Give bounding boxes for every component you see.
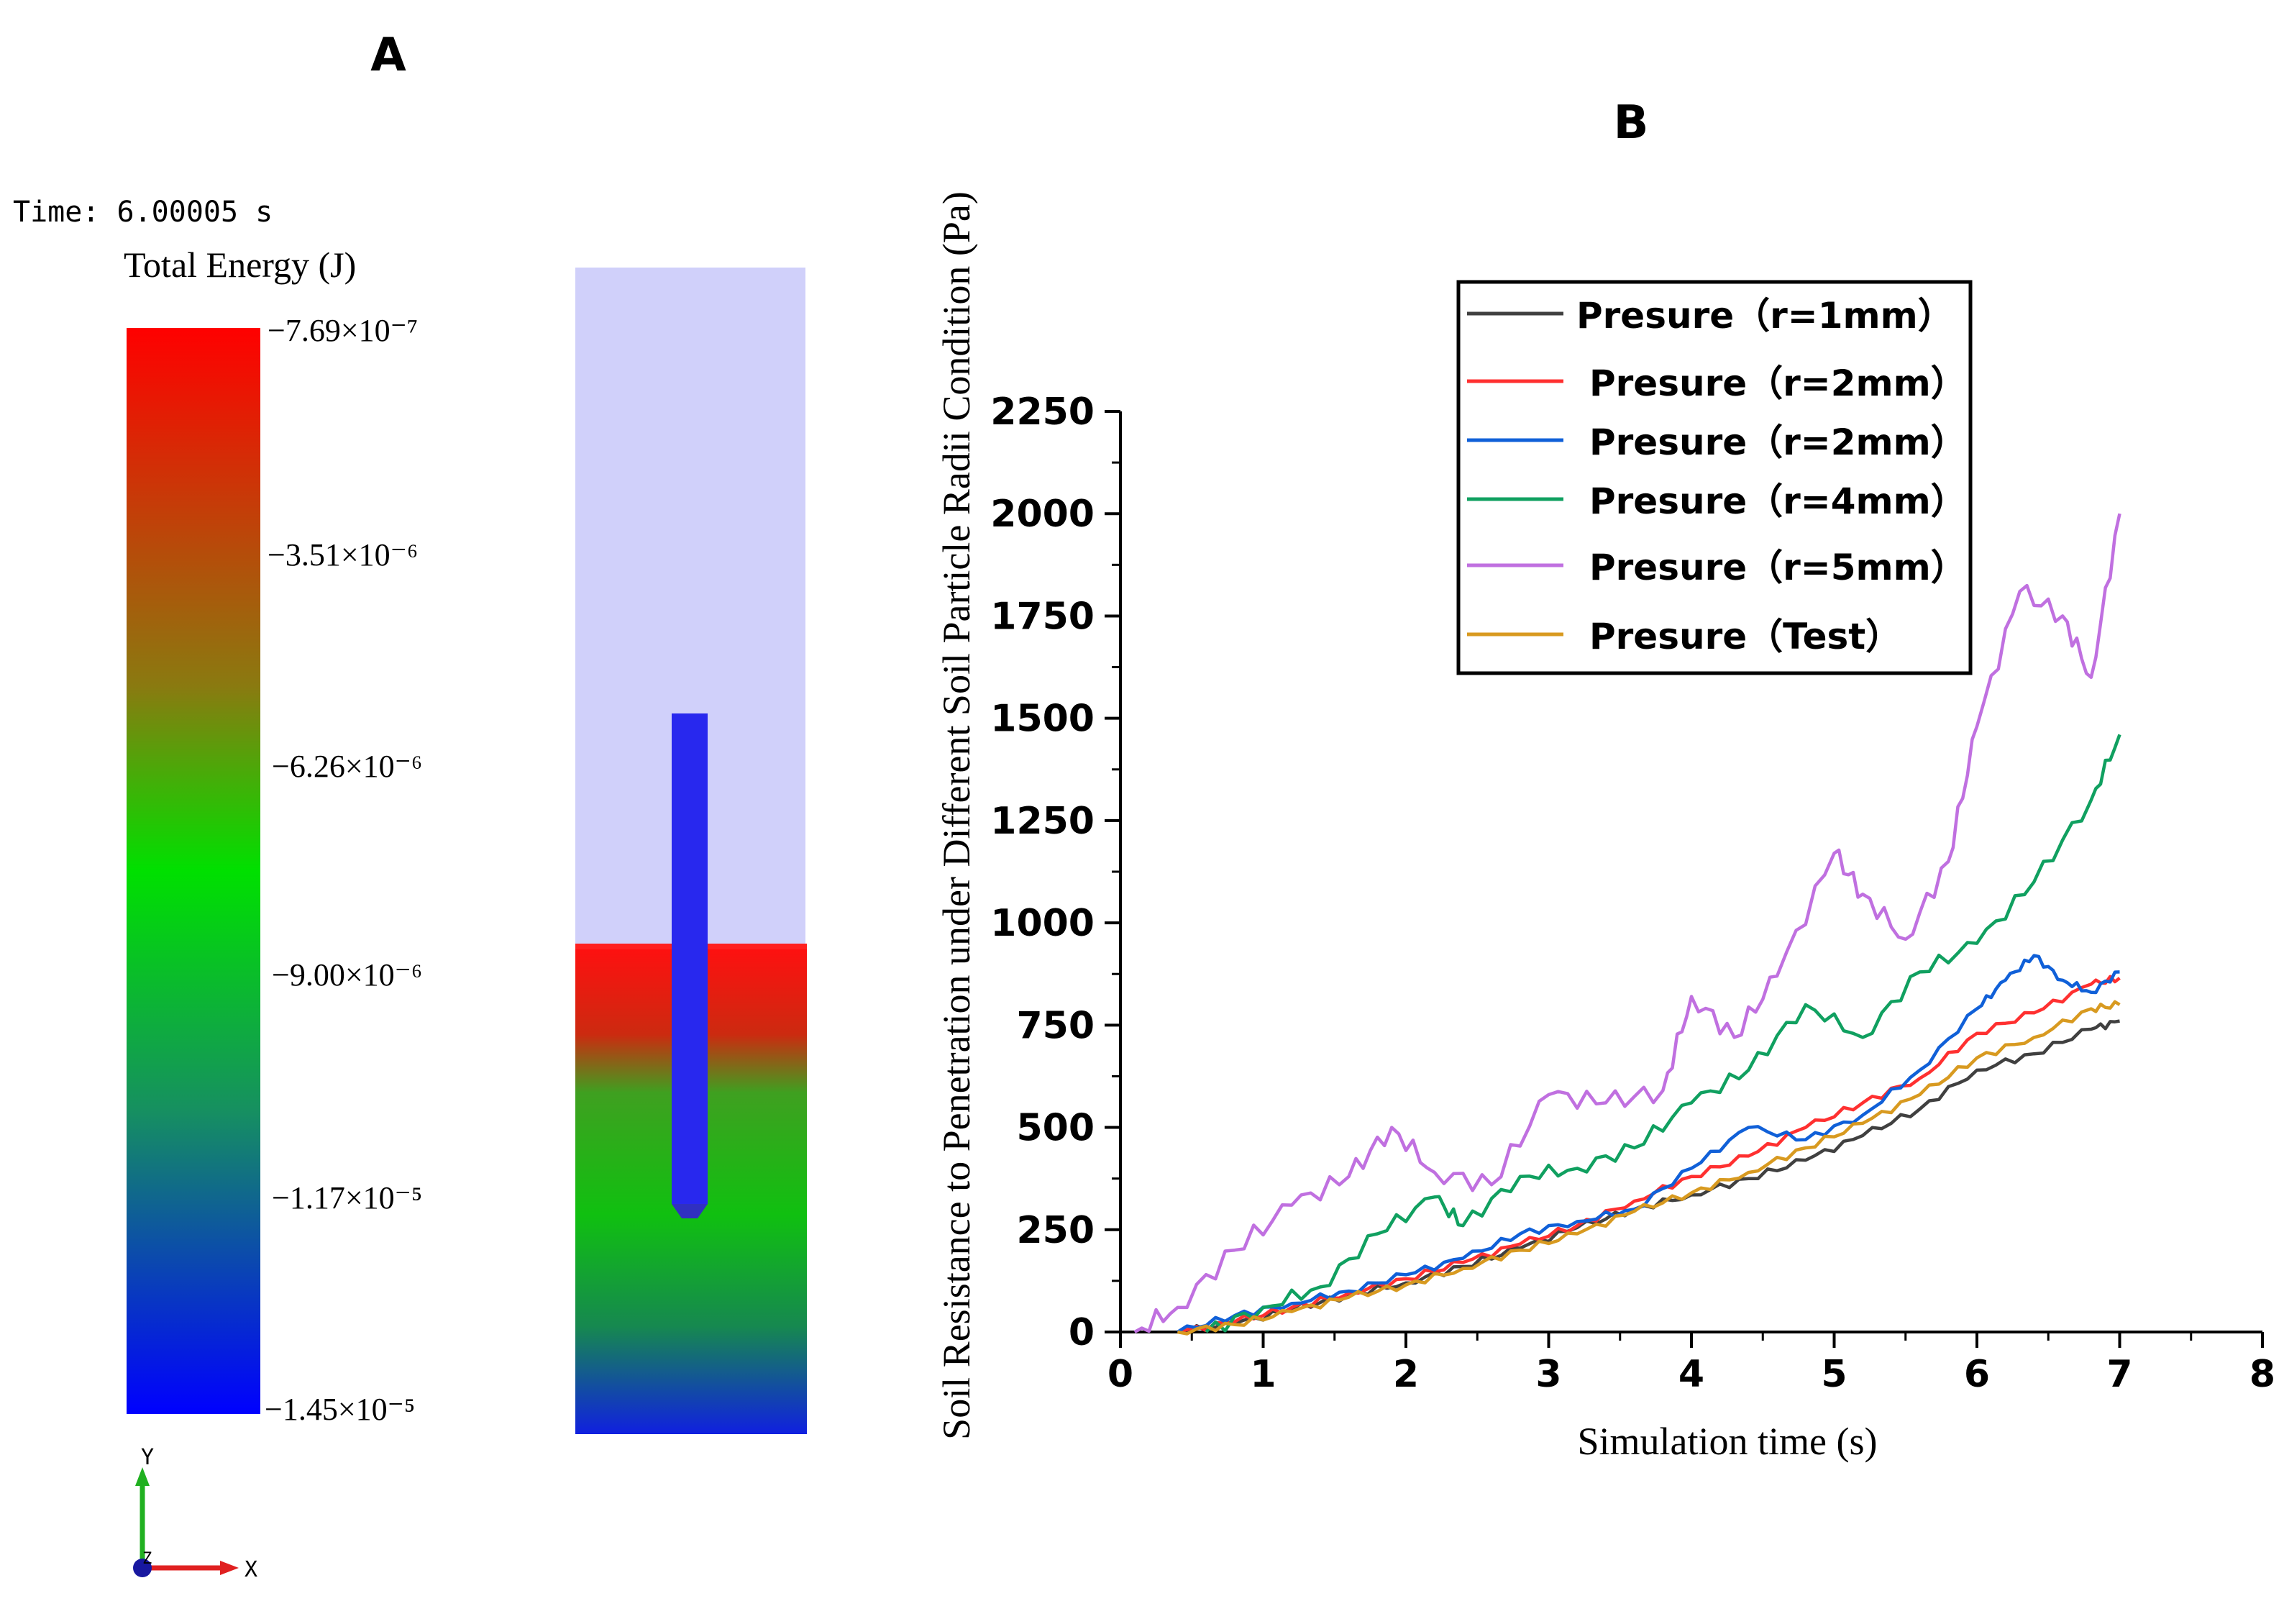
series-line xyxy=(1177,954,2120,1333)
colorbar-tick: −3.51×10⁻⁶ xyxy=(268,537,418,572)
colorbar-tick: −1.45×10⁻⁵ xyxy=(265,1392,415,1427)
legend-entry: Presure（r=4mm） xyxy=(1589,480,1967,522)
simulation-domain xyxy=(575,268,807,1434)
series-line xyxy=(1133,513,2121,1333)
triad-z-label: Z xyxy=(142,1550,152,1568)
legend-entry: Presure（r=2mm） xyxy=(1589,362,1967,404)
series-line xyxy=(1177,975,2121,1334)
panel-a: A Time: 6.00005 s Total Energy (J) −7.69… xyxy=(13,29,807,1582)
y-tick-label: 500 xyxy=(1016,1107,1095,1150)
colorbar xyxy=(127,328,260,1414)
x-tick-label: 6 xyxy=(1964,1353,1990,1396)
legend-entry: Presure（r=5mm） xyxy=(1589,547,1967,588)
legend-entry: Presure（r=1mm） xyxy=(1576,295,1954,337)
axis-triad: Y X Z xyxy=(133,1445,257,1582)
panel-b: B 0 1 2 3 4 5 6 7 8 0 250 500 750 1000 1250 1500 1750 200… xyxy=(935,96,2275,1463)
probe-cone xyxy=(672,1204,708,1218)
x-tick-label: 8 xyxy=(2249,1353,2275,1396)
y-tick-label: 0 xyxy=(1069,1311,1095,1354)
x-tick-label: 0 xyxy=(1107,1353,1133,1396)
line-chart: 0 1 2 3 4 5 6 7 8 0 250 500 750 1000 1250 1500 1750 2000 2… xyxy=(935,191,2275,1463)
z-axis-dot-icon xyxy=(133,1559,152,1577)
y-tick-label: 1750 xyxy=(990,595,1095,638)
x-tick-label: 5 xyxy=(1821,1353,1847,1396)
colorbar-ticks: −7.69×10⁻⁷ −3.51×10⁻⁶ −6.26×10⁻⁶ −9.00×1… xyxy=(265,313,422,1427)
x-tick-label: 4 xyxy=(1678,1353,1704,1396)
y-tick-label: 2250 xyxy=(990,391,1095,434)
y-axis-label: Soil Resistance to Penetration under Dif… xyxy=(935,191,978,1440)
legend-entry: Presure（Test） xyxy=(1589,616,1901,657)
colorbar-tick: −6.26×10⁻⁶ xyxy=(272,749,422,784)
y-tick-label: 2000 xyxy=(990,493,1095,536)
legend-box xyxy=(1456,280,1973,675)
colorbar-title: Total Energy (J) xyxy=(124,245,356,285)
legend-entry: Presure（r=2mm） xyxy=(1589,421,1967,463)
x-tick-label: 2 xyxy=(1393,1353,1419,1396)
triad-y-label: Y xyxy=(141,1445,154,1470)
y-tick-label: 1250 xyxy=(990,800,1095,843)
colorbar-tick: −7.69×10⁻⁷ xyxy=(268,313,418,348)
x-axis-label: Simulation time (s) xyxy=(1578,1420,1878,1463)
colorbar-tick: −1.17×10⁻⁵ xyxy=(272,1180,422,1215)
panel-b-label: B xyxy=(1614,96,1649,150)
x-arrowhead-icon xyxy=(220,1561,239,1575)
panel-a-label: A xyxy=(370,29,406,82)
colorbar-tick: −9.00×10⁻⁶ xyxy=(272,957,422,993)
y-tick-label: 750 xyxy=(1016,1004,1095,1047)
y-tick-label: 1000 xyxy=(990,902,1095,945)
series-line xyxy=(1205,734,2121,1333)
y-arrowhead-icon xyxy=(135,1467,150,1486)
x-tick-label: 1 xyxy=(1250,1353,1276,1396)
time-readout: Time: 6.00005 s xyxy=(13,196,273,229)
triad-x-label: X xyxy=(245,1557,257,1582)
series-line xyxy=(1177,1000,2121,1336)
penetrometer-probe xyxy=(672,713,708,1204)
y-tick-label: 250 xyxy=(1016,1209,1095,1252)
x-tick-label: 3 xyxy=(1535,1353,1561,1396)
x-tick-label: 7 xyxy=(2106,1353,2132,1396)
y-tick-label: 1500 xyxy=(990,698,1095,741)
